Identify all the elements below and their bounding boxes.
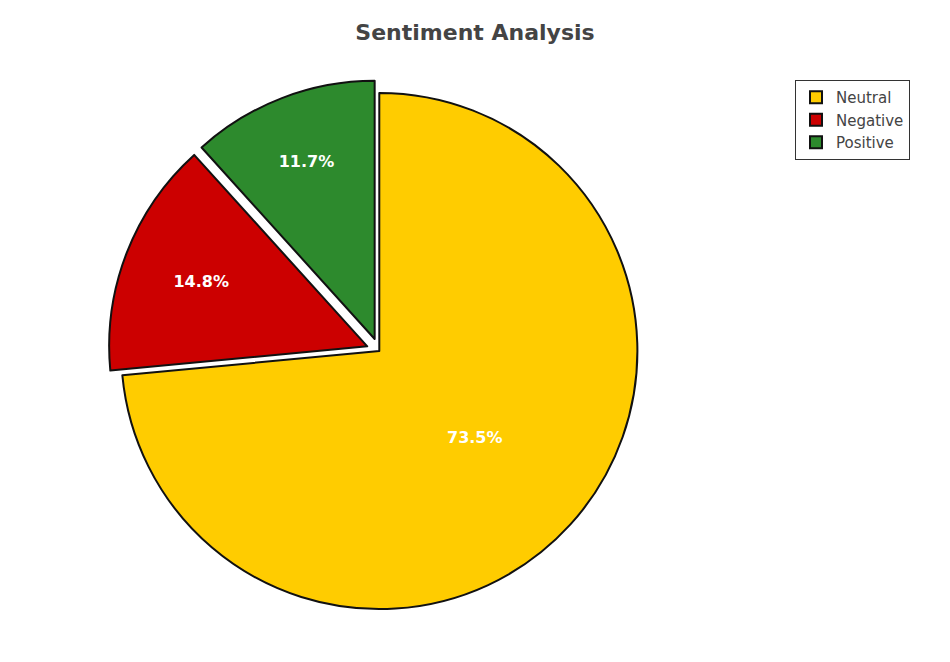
svg-text:73.5%: 73.5% xyxy=(447,428,503,447)
svg-text:Sentiment Analysis: Sentiment Analysis xyxy=(355,20,594,45)
svg-text:Positive: Positive xyxy=(836,134,894,152)
svg-text:Neutral: Neutral xyxy=(836,89,891,107)
svg-text:Negative: Negative xyxy=(836,112,903,130)
svg-text:14.8%: 14.8% xyxy=(173,272,229,291)
svg-text:11.7%: 11.7% xyxy=(279,152,335,171)
